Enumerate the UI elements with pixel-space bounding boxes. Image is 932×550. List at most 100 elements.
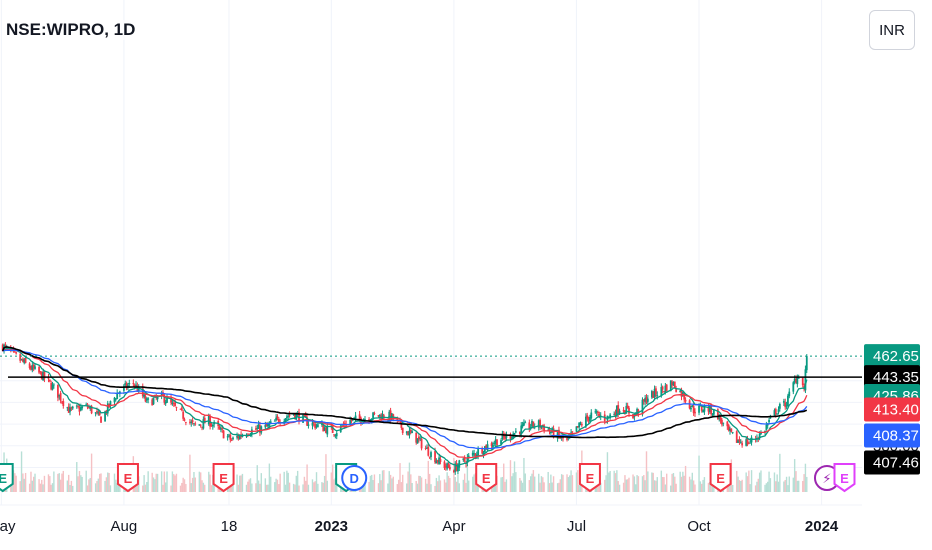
volume-bar — [268, 463, 271, 492]
earnings-marker[interactable]: E — [116, 463, 139, 493]
volume-bar — [391, 478, 393, 492]
earnings-marker[interactable]: E — [578, 463, 601, 493]
price-axis[interactable]: 360.00380.00420.00462.65443.35425.86413.… — [862, 0, 932, 505]
volume-bar — [622, 482, 625, 492]
candle-body — [321, 424, 323, 425]
earnings-marker[interactable]: E — [0, 463, 14, 493]
volume-bar — [427, 460, 430, 492]
candle-body — [288, 415, 291, 416]
volume-bar — [795, 471, 797, 492]
candle-body — [311, 422, 314, 426]
candle-body — [758, 433, 761, 438]
candle-body — [106, 403, 109, 414]
candle-body — [48, 379, 51, 382]
candle-body — [269, 421, 272, 424]
volume-bar — [707, 482, 710, 492]
earnings-marker[interactable]: E — [475, 463, 498, 493]
moving-averages — [1, 346, 808, 467]
time-tick-jul: Jul — [567, 518, 586, 535]
volume-bar — [550, 474, 552, 492]
volume-bar — [614, 473, 617, 492]
candle-body — [727, 424, 730, 431]
candle-body — [739, 442, 742, 444]
candle-body — [264, 424, 267, 428]
candle-body — [690, 407, 692, 410]
volume-bar — [575, 472, 578, 492]
event-markers[interactable]: EEEEDEEE⚡E — [0, 463, 856, 493]
volume-bar — [287, 472, 289, 492]
volume-bar — [388, 471, 390, 492]
candle-body — [202, 419, 205, 429]
candle-body — [51, 384, 54, 390]
dividend-marker[interactable]: D — [341, 465, 368, 491]
volume-bar — [793, 459, 796, 492]
earnings-marker[interactable]: E — [833, 463, 856, 493]
volume-bar — [523, 457, 525, 492]
candle-body — [199, 424, 202, 426]
volume-bar — [445, 482, 447, 492]
candle-body — [77, 406, 80, 407]
candle-body — [787, 395, 789, 407]
volume-bar — [626, 479, 629, 492]
time-axis[interactable]: May Aug 18 2023 Apr Jul Oct 2024 — [0, 504, 862, 535]
volume-bar — [368, 481, 370, 492]
volume-bar — [729, 484, 731, 492]
volume-bar — [379, 474, 381, 492]
candle-body — [712, 409, 715, 415]
candlesticks — [1, 342, 808, 475]
volume-bar — [86, 485, 89, 492]
volume-bar — [144, 484, 147, 492]
event-marker-letter: E — [482, 471, 491, 486]
volume-bar — [402, 474, 404, 492]
earnings-marker[interactable]: E — [709, 463, 732, 493]
candle-body — [75, 405, 78, 407]
candle-body — [589, 416, 591, 422]
candle-body — [537, 420, 540, 428]
candle-body — [417, 436, 420, 440]
volume-bar — [647, 471, 649, 492]
volume-bar — [605, 475, 607, 492]
price-badge-462-65-text: 462.65 — [873, 348, 919, 365]
event-marker-letter: E — [586, 471, 595, 486]
volume-bar — [493, 485, 496, 492]
candle-body — [302, 414, 304, 423]
volume-bar — [757, 478, 759, 492]
candle-body — [737, 440, 739, 443]
volume-bar — [737, 476, 739, 492]
volume-bar — [407, 471, 409, 492]
earnings-icon — [475, 463, 498, 493]
earnings-marker[interactable]: E — [212, 463, 235, 493]
volume-bar — [183, 479, 186, 492]
candle-body — [532, 421, 535, 427]
candle-body — [644, 397, 647, 402]
volume-bar — [189, 454, 191, 492]
candle-body — [586, 415, 589, 419]
volume-bar — [532, 470, 535, 492]
candle-body — [531, 420, 533, 427]
candle-body — [171, 402, 174, 404]
volume-bar — [325, 454, 327, 492]
candle-body — [673, 381, 676, 389]
volume-bar — [32, 476, 35, 492]
volume-bar — [369, 475, 372, 492]
candle-body — [218, 426, 221, 429]
candle-body — [19, 354, 22, 361]
candle-body — [97, 411, 100, 414]
candle-body — [211, 424, 214, 427]
candle-body — [316, 424, 319, 428]
candle-body — [618, 410, 621, 414]
candle-body — [287, 416, 290, 417]
volume-bar — [251, 483, 253, 492]
currency-button[interactable]: INR — [869, 10, 915, 50]
volume-bar — [236, 474, 238, 492]
candle-body — [684, 399, 687, 402]
candle-body — [285, 416, 288, 418]
candle-body — [504, 436, 506, 439]
volume-bar — [116, 483, 118, 492]
candle-body — [716, 409, 719, 420]
candle-body — [597, 411, 599, 414]
candle-body — [552, 428, 555, 438]
candle-body — [664, 385, 667, 392]
volume-bar — [232, 481, 234, 492]
